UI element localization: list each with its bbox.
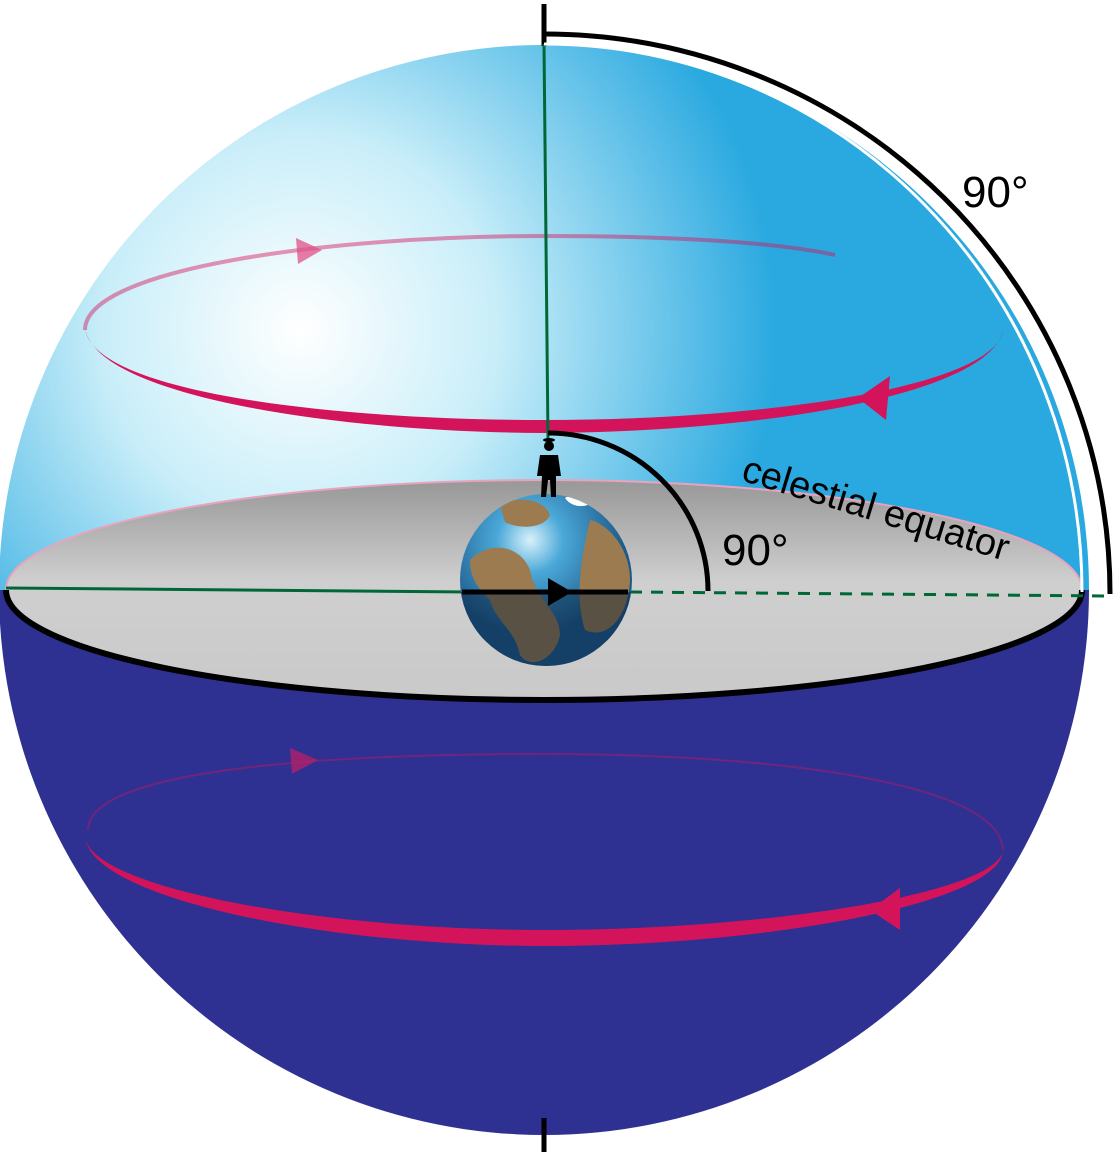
lower-star-path-arrow-front xyxy=(870,888,900,930)
lower-star-path-front xyxy=(85,838,1003,946)
outer-angle-arc-inner xyxy=(543,42,1084,593)
zenith-axis-line xyxy=(542,43,550,441)
upper-star-path-arrow-back xyxy=(296,238,322,264)
inner-angle-arc xyxy=(547,430,711,592)
upper-star-path-arrow-front xyxy=(858,376,890,420)
outer-angle-label: 90° xyxy=(962,168,1029,217)
lower-star-path-arrow-back xyxy=(290,748,318,774)
upper-hemisphere xyxy=(0,45,1089,590)
lower-hemisphere xyxy=(0,590,1089,1135)
outer-angle-arc xyxy=(543,31,1113,595)
equator-axis-line-left xyxy=(5,586,471,594)
equator-plane-rim-front xyxy=(3,589,1085,703)
inner-angle-label: 90° xyxy=(722,526,789,575)
equator-axis-line-right xyxy=(629,590,1111,598)
upper-star-path-back xyxy=(83,233,836,331)
lower-star-path-back xyxy=(87,752,1004,851)
observer-silhouette-icon xyxy=(537,438,561,497)
